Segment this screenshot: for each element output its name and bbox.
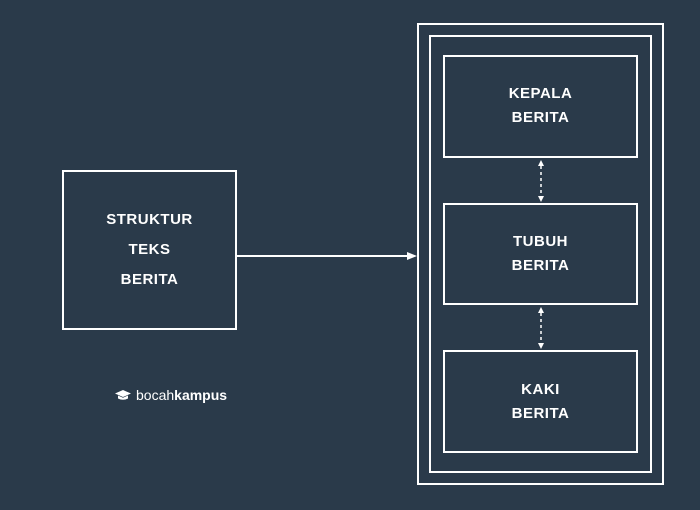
logo-text-part2: kampus xyxy=(174,387,227,403)
logo-text-part1: bocah xyxy=(136,387,174,403)
main-node-line2: TEKS xyxy=(128,235,170,265)
sub-node-kaki: KAKI BERITA xyxy=(443,350,638,453)
arrow-main-to-group xyxy=(237,248,417,258)
brand-logo: bocahkampus xyxy=(115,387,227,403)
main-node-line1: STRUKTUR xyxy=(106,205,193,235)
connector-1 xyxy=(540,160,542,201)
sub-node-1-line1: TUBUH xyxy=(513,230,568,254)
sub-node-tubuh: TUBUH BERITA xyxy=(443,203,638,306)
inner-group-frame: KEPALA BERITA TUBUH BERITA KAKI BERITA xyxy=(429,35,652,473)
sub-node-2-line1: KAKI xyxy=(521,378,560,402)
sub-node-kepala: KEPALA BERITA xyxy=(443,55,638,158)
sub-node-0-line2: BERITA xyxy=(512,106,570,130)
graduation-cap-icon xyxy=(115,390,131,401)
main-node-box: STRUKTUR TEKS BERITA xyxy=(62,170,237,330)
sub-node-1-line2: BERITA xyxy=(512,254,570,278)
sub-node-2-line2: BERITA xyxy=(512,402,570,426)
connector-2 xyxy=(540,307,542,348)
sub-node-0-line1: KEPALA xyxy=(509,82,573,106)
main-node-line3: BERITA xyxy=(121,265,179,295)
